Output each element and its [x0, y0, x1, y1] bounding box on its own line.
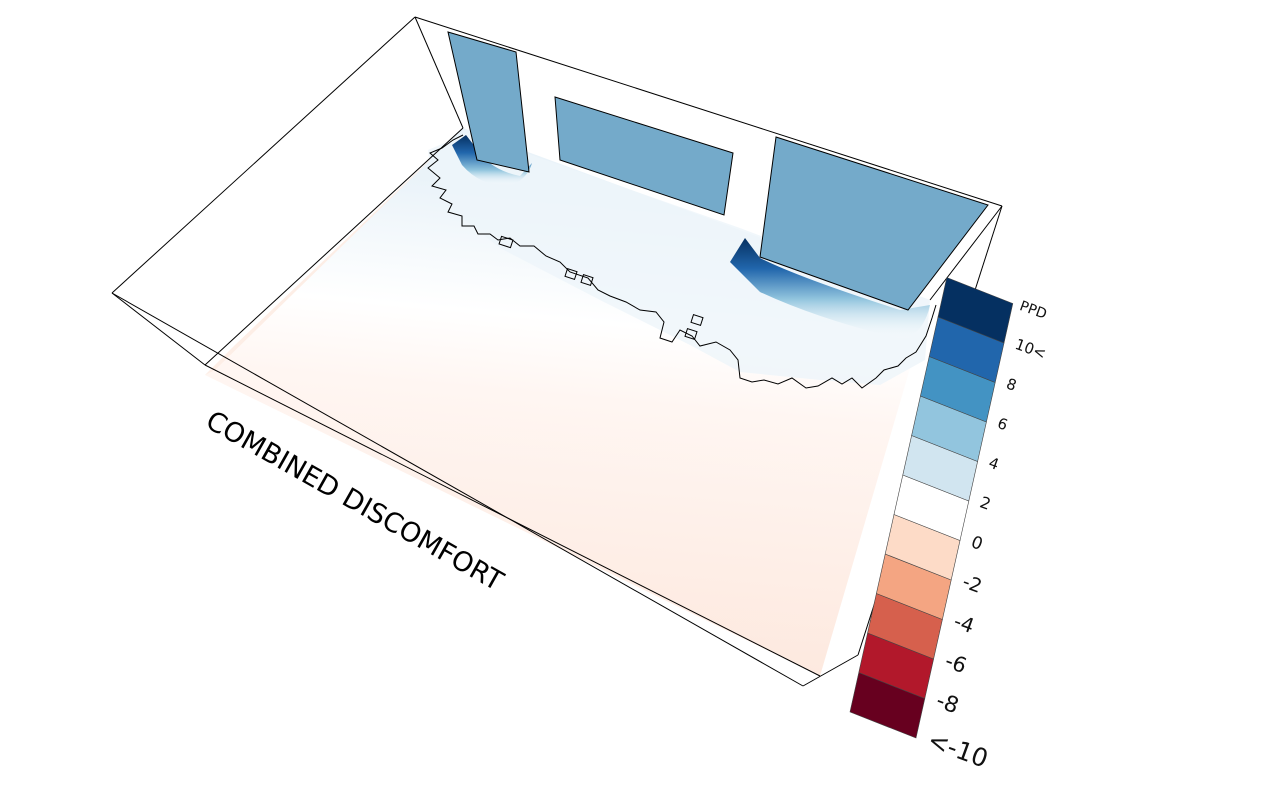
cool-region — [428, 132, 930, 385]
contour-island — [580, 274, 594, 286]
legend: <-10 -8 -6 -4 -2 0 2 4 6 8 10< PPD — [849, 277, 1049, 774]
window-right — [759, 136, 989, 311]
floor-left-band — [205, 128, 463, 375]
contour-island — [690, 314, 704, 326]
window-center — [554, 96, 734, 216]
cold-band-left — [452, 135, 532, 186]
contour-island — [564, 268, 578, 280]
contour-island — [684, 328, 698, 340]
legend-tick-label: -2 — [959, 571, 984, 598]
comfort-contour — [427, 134, 937, 389]
contour-island — [498, 235, 514, 249]
windows — [447, 31, 989, 311]
window-left — [447, 31, 530, 173]
room-wireframe — [111, 16, 1003, 687]
floor-heatmap — [205, 128, 930, 676]
legend-tick-label: 0 — [968, 532, 985, 554]
legend-unit-label: PPD — [1017, 298, 1048, 322]
legend-tick-label: -6 — [942, 648, 970, 678]
legend-tick-label: -4 — [951, 609, 978, 638]
legend-tick-label: 6 — [995, 414, 1010, 434]
cold-band-right — [730, 238, 930, 340]
legend-tick-label: 10< — [1013, 335, 1049, 363]
legend-tick-label: 8 — [1004, 375, 1019, 395]
legend-tick-label: 2 — [977, 493, 993, 514]
legend-swatch — [937, 277, 1014, 344]
legend-tick-label: 4 — [986, 454, 1001, 474]
legend-tick-label: -8 — [933, 688, 962, 719]
legend-tick-label: <-10 — [924, 725, 992, 773]
